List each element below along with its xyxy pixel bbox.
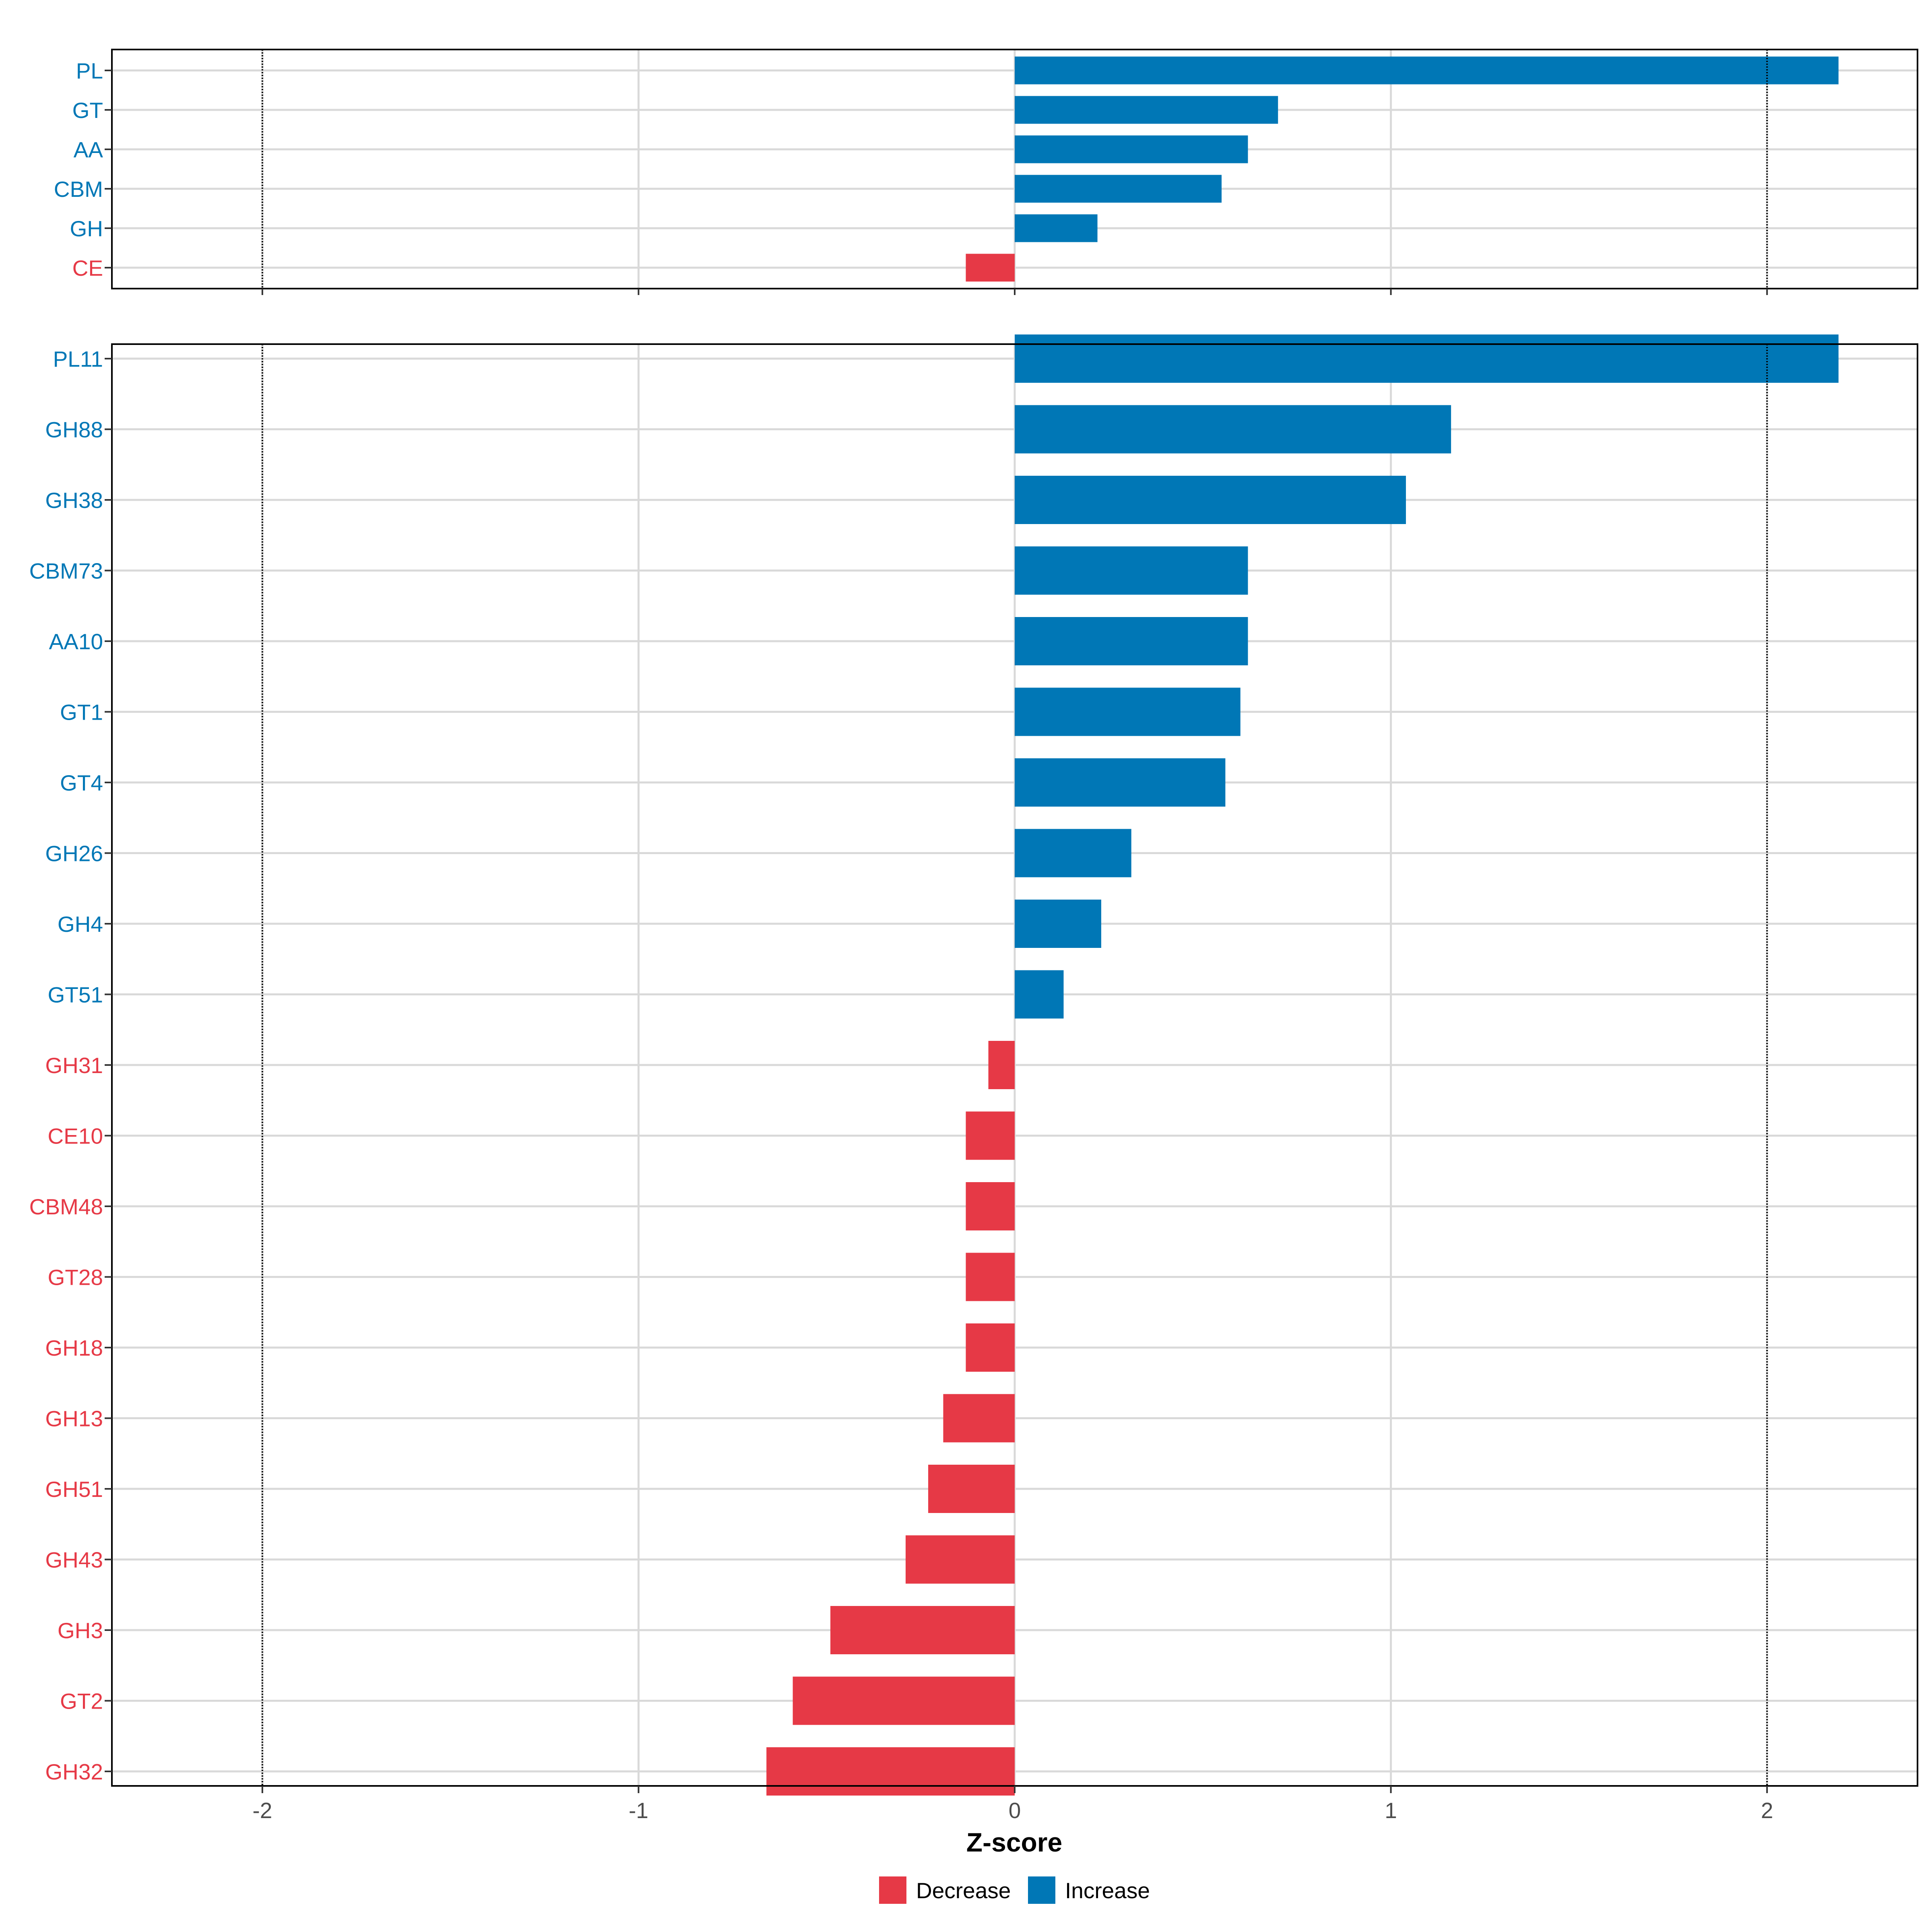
subfamily-panel: PL11 GH88 GH38 CBM73 AA10 GT1 GT4 GH26 GH4 GT51 GH…: [29, 334, 1918, 1796]
bar-gt2: [793, 1676, 1015, 1725]
bar-gt: [1015, 96, 1278, 124]
y-tick-label: PL11: [53, 347, 103, 372]
y-tick-label: GT28: [47, 1265, 103, 1290]
x-tick-label: 1: [1385, 1798, 1397, 1823]
bar-gh51: [928, 1465, 1015, 1513]
bar-aa: [1015, 135, 1248, 163]
bar-cbm48: [966, 1182, 1015, 1230]
y-tick-label: GH31: [45, 1053, 103, 1078]
y-tick-label: GH18: [45, 1335, 103, 1360]
x-tick-label: -2: [252, 1798, 272, 1823]
y-tick-label: GH: [70, 216, 103, 241]
bar-gt28: [966, 1253, 1015, 1301]
bar-pl11: [1015, 334, 1839, 383]
bar-gh18: [966, 1323, 1015, 1372]
y-tick-label: GH43: [45, 1547, 103, 1572]
y-tick-label: GT4: [60, 770, 103, 795]
bar-gh4: [1015, 900, 1101, 948]
y-tick-label: AA10: [49, 629, 103, 654]
bar-gh: [1015, 214, 1098, 242]
bar-pl: [1015, 56, 1839, 85]
x-tick-label: -1: [629, 1798, 648, 1823]
bar-gt1: [1015, 687, 1241, 736]
bar-gh88: [1015, 405, 1451, 454]
x-axis-title: Z-score: [966, 1827, 1062, 1857]
bar-cbm73: [1015, 546, 1248, 595]
bar-gt51: [1015, 970, 1064, 1019]
y-tick-label: GH3: [58, 1618, 103, 1643]
y-tick-label: GH4: [58, 912, 103, 937]
bar-aa10: [1015, 617, 1248, 665]
y-tick-label: CBM48: [29, 1194, 103, 1219]
x-axis: -2 -1 0 1 2: [252, 1786, 1773, 1823]
legend-label-increase: Increase: [1065, 1878, 1150, 1903]
y-tick-label: GH38: [45, 488, 103, 513]
legend-label-decrease: Decrease: [916, 1878, 1011, 1903]
y-tick-label: CBM73: [29, 558, 103, 583]
y-tick-label: GH51: [45, 1477, 103, 1502]
y-tick-label: GH13: [45, 1406, 103, 1431]
legend-swatch-decrease: [879, 1876, 906, 1904]
y-tick-label: GT1: [60, 700, 103, 724]
x-tick-label: 0: [1009, 1798, 1021, 1823]
y-tick-label: AA: [74, 137, 103, 162]
legend: Decrease Increase: [879, 1876, 1150, 1904]
y-tick-label: GH88: [45, 417, 103, 442]
bar-gh38: [1015, 476, 1406, 524]
y-tick-label: CBM: [54, 177, 103, 202]
y-tick-label: GT2: [60, 1688, 103, 1713]
legend-swatch-increase: [1028, 1876, 1055, 1904]
bar-cbm: [1015, 175, 1222, 203]
y-tick-label: GH26: [45, 841, 103, 866]
y-tick-label: GT51: [47, 982, 103, 1007]
y-tick-label: PL: [76, 58, 103, 83]
family-panel: PL GT AA CBM GH CE: [54, 49, 1918, 295]
bar-gt4: [1015, 758, 1226, 807]
y-tick-label: GT: [72, 98, 103, 123]
bar-ce10: [966, 1111, 1015, 1160]
y-tick-label: CE: [72, 256, 103, 281]
bar-gh3: [830, 1606, 1015, 1654]
bar-gh26: [1015, 829, 1131, 877]
bar-ce: [966, 254, 1015, 282]
bar-gh32: [766, 1747, 1015, 1796]
y-tick-label: GH32: [45, 1759, 103, 1784]
y-tick-label: CE10: [47, 1123, 103, 1148]
bar-gh13: [943, 1394, 1015, 1443]
x-tick-label: 2: [1761, 1798, 1773, 1823]
bar-gh31: [988, 1041, 1015, 1089]
bar-gh43: [905, 1535, 1015, 1584]
